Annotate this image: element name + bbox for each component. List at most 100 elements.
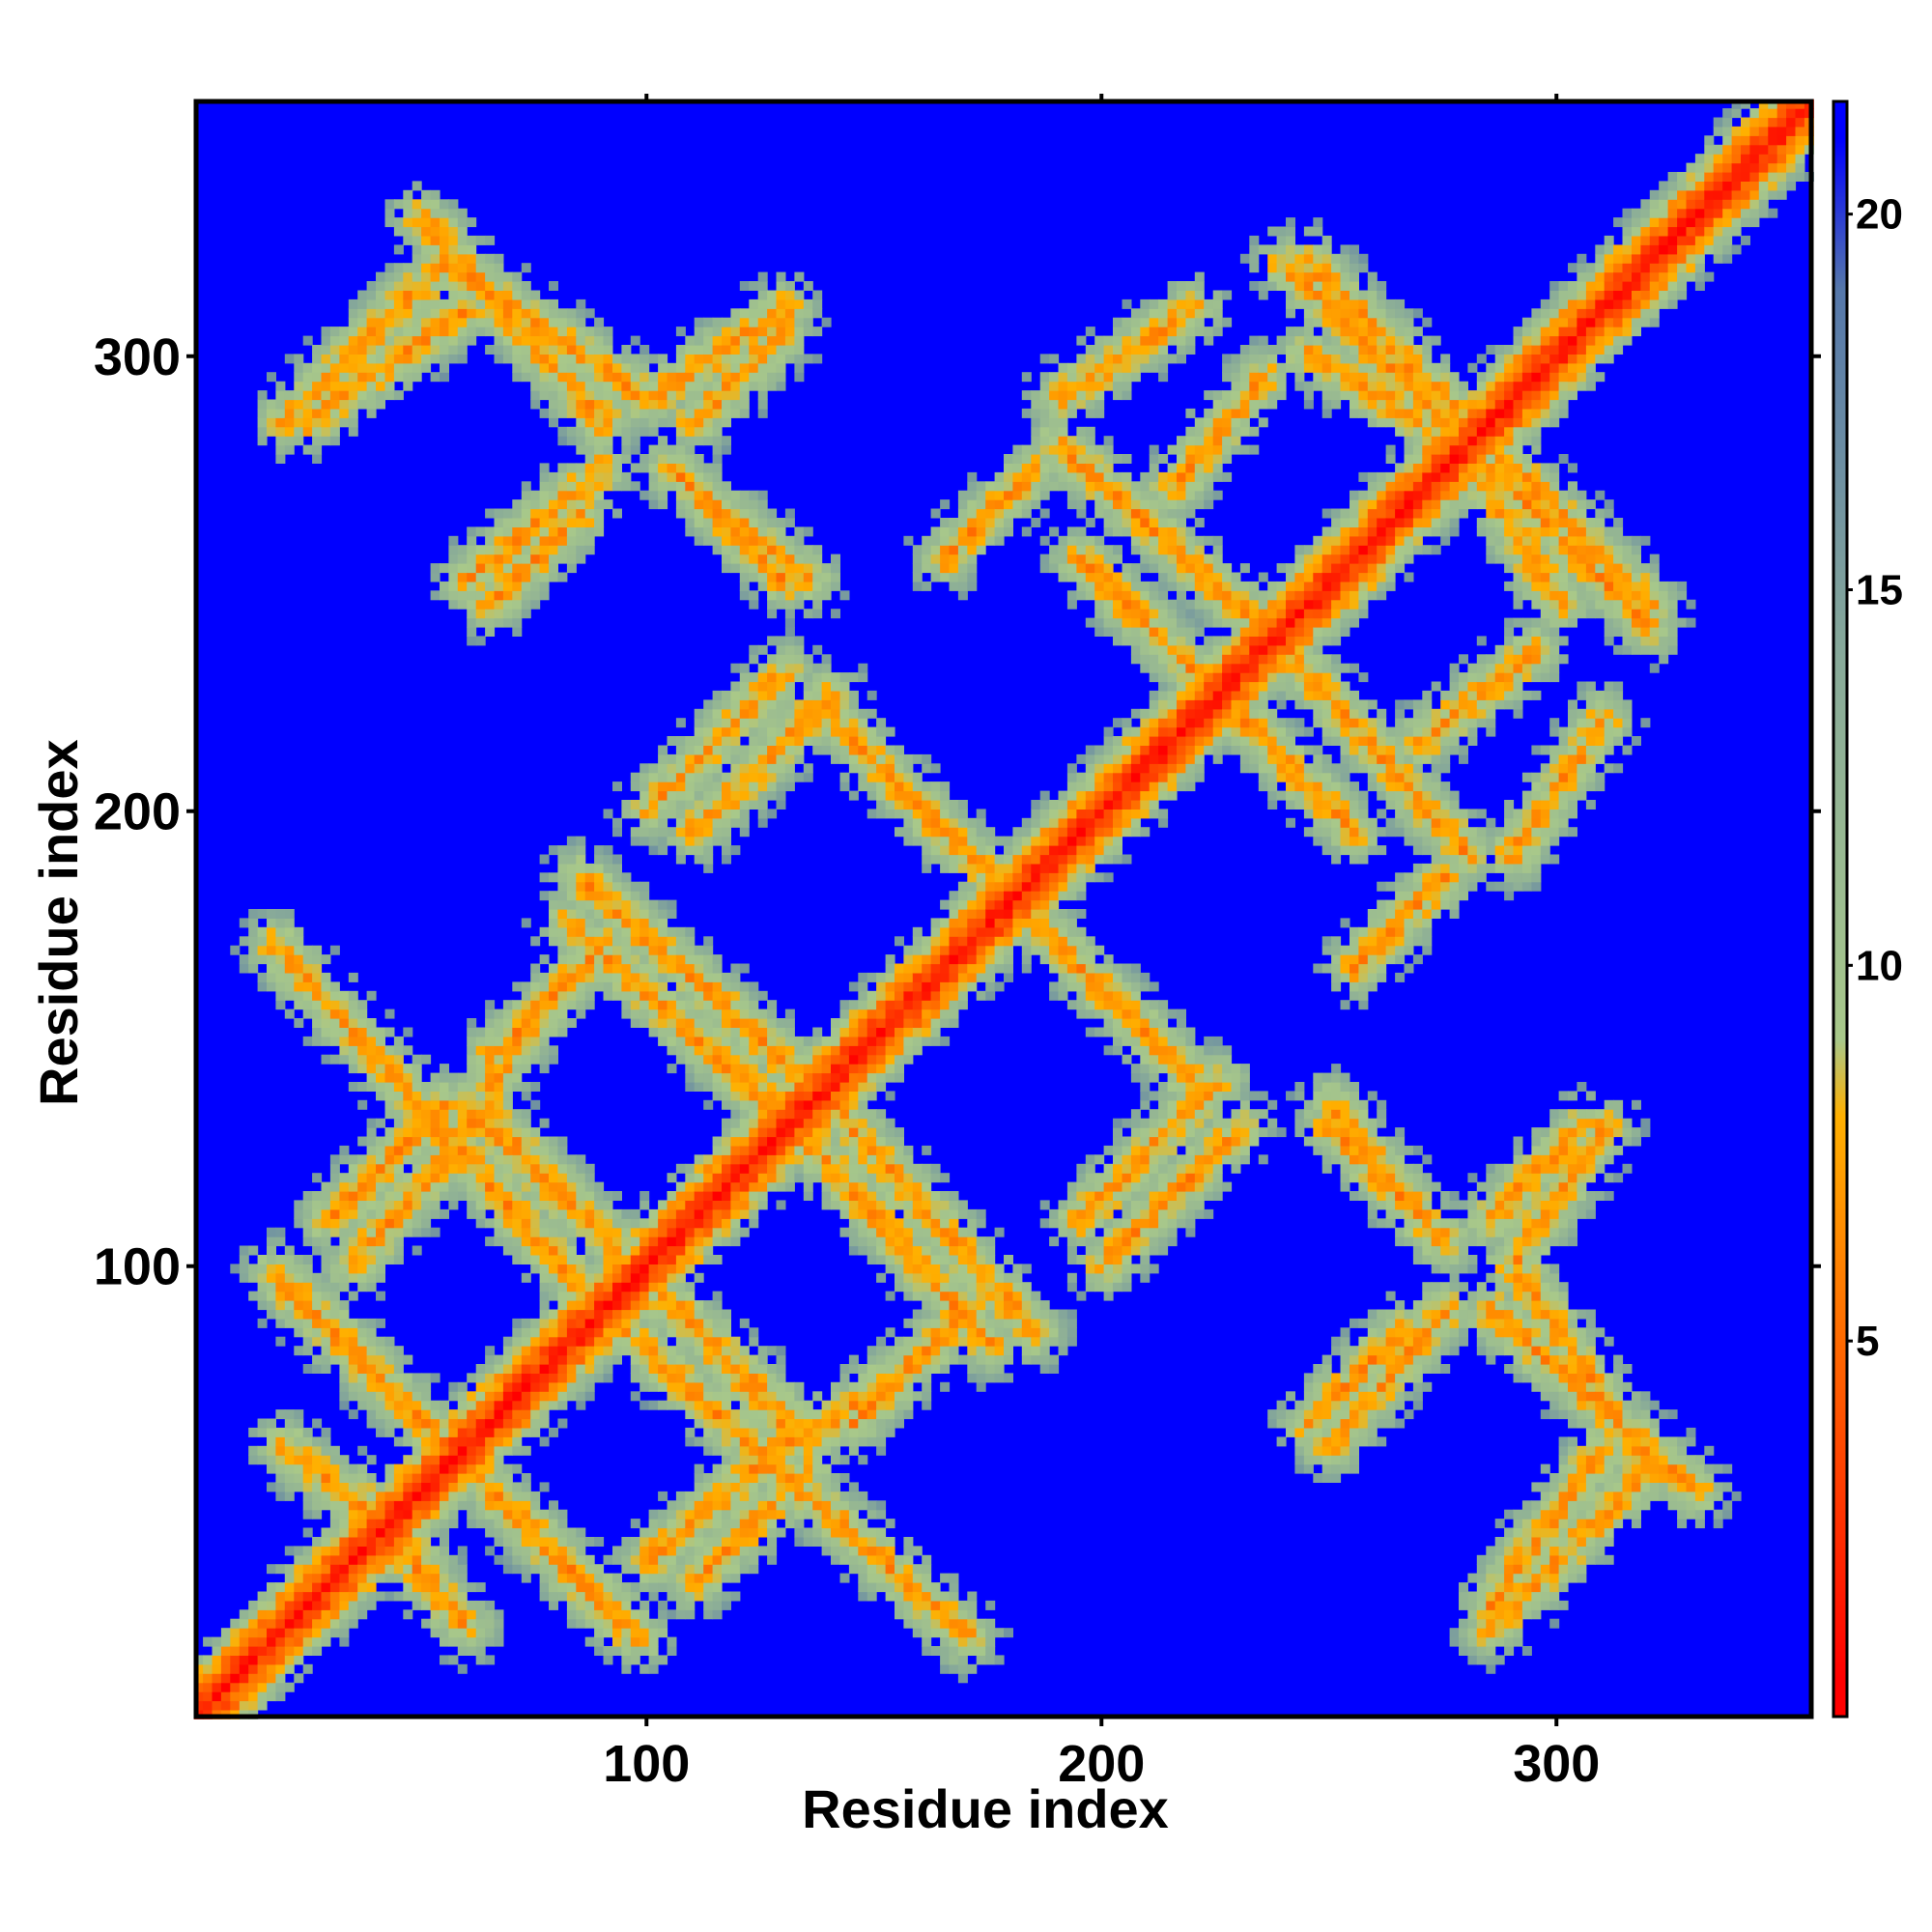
- heatmap-cell: [384, 1082, 395, 1092]
- heatmap-cell: [630, 1218, 640, 1229]
- heatmap-cell: [639, 1618, 650, 1629]
- heatmap-cell: [440, 271, 449, 282]
- heatmap-cell: [521, 1091, 531, 1101]
- heatmap-cell: [403, 1564, 413, 1575]
- heatmap-cell: [321, 1473, 331, 1483]
- heatmap-cell: [630, 417, 640, 428]
- heatmap-cell: [512, 1218, 523, 1229]
- heatmap-cell: [675, 1282, 686, 1293]
- heatmap-cell: [421, 327, 432, 337]
- heatmap-cell: [757, 271, 768, 282]
- heatmap-cell: [812, 1537, 823, 1547]
- heatmap-cell: [694, 1436, 704, 1447]
- heatmap-cell: [440, 1519, 449, 1529]
- heatmap-cell: [248, 1455, 259, 1465]
- heatmap-cell: [339, 1628, 350, 1638]
- heatmap-cell: [712, 790, 723, 801]
- heatmap-cell: [603, 1600, 613, 1610]
- heatmap-cell: [675, 1491, 686, 1501]
- heatmap-cell: [357, 1463, 368, 1474]
- heatmap-cell: [722, 1127, 731, 1138]
- heatmap-cell: [357, 1546, 368, 1556]
- heatmap-cell: [812, 1082, 823, 1092]
- heatmap-cell: [348, 1600, 358, 1610]
- heatmap-cell: [467, 1418, 477, 1429]
- heatmap-cell: [812, 726, 823, 737]
- heatmap-cell: [767, 590, 778, 601]
- heatmap-cell: [730, 354, 741, 364]
- heatmap-cell: [430, 290, 440, 300]
- heatmap-cell: [594, 1636, 605, 1647]
- heatmap-cell: [794, 1400, 805, 1410]
- heatmap-cell: [803, 1045, 813, 1056]
- heatmap-cell: [712, 1373, 723, 1383]
- heatmap-cell: [312, 1327, 323, 1338]
- heatmap-cell: [739, 535, 750, 546]
- heatmap-cell: [230, 1628, 241, 1638]
- heatmap-cell: [776, 308, 786, 319]
- heatmap-cell: [257, 1445, 268, 1456]
- heatmap-cell: [648, 981, 659, 992]
- heatmap-cell: [530, 1427, 541, 1437]
- heatmap-cell: [275, 1663, 286, 1674]
- heatmap-cell: [831, 1455, 840, 1465]
- heatmap-cell: [658, 1609, 668, 1620]
- heatmap-cell: [521, 1045, 531, 1056]
- heatmap-cell: [767, 1045, 778, 1056]
- heatmap-cell: [549, 499, 558, 510]
- heatmap-cell: [767, 736, 778, 746]
- heatmap-cell: [376, 1564, 385, 1575]
- heatmap-cell: [275, 1318, 286, 1328]
- heatmap-cell: [512, 1554, 523, 1565]
- heatmap-cell: [549, 1009, 558, 1019]
- heatmap-cell: [667, 1245, 677, 1256]
- heatmap-cell: [767, 563, 778, 574]
- heatmap-cell: [566, 854, 577, 865]
- heatmap-cell: [612, 1609, 622, 1620]
- heatmap-cell: [794, 1445, 805, 1456]
- heatmap-cell: [776, 781, 786, 792]
- heatmap-cell: [821, 1200, 832, 1210]
- heatmap-cell: [685, 1009, 696, 1019]
- heatmap-cell: [430, 345, 440, 355]
- heatmap-cell: [757, 1346, 768, 1356]
- heatmap-cell: [357, 1519, 368, 1529]
- heatmap-cell: [275, 1436, 286, 1447]
- heatmap-cell: [448, 1636, 459, 1647]
- heatmap-cell: [339, 417, 350, 428]
- heatmap-cell: [794, 581, 805, 591]
- heatmap-cell: [757, 1173, 768, 1183]
- heatmap-cell: [339, 362, 350, 373]
- heatmap-cell: [348, 1291, 358, 1301]
- heatmap-cell: [812, 1491, 823, 1501]
- heatmap-cell: [440, 244, 449, 255]
- heatmap-cell: [467, 1064, 477, 1074]
- heatmap-cell: [694, 763, 704, 774]
- heatmap-cell: [448, 535, 459, 546]
- heatmap-cell: [312, 408, 323, 418]
- heatmap-cell: [467, 1427, 477, 1437]
- heatmap-cell: [730, 1354, 741, 1365]
- heatmap-cell: [267, 926, 276, 937]
- heatmap-cell: [302, 1336, 313, 1347]
- heatmap-cell: [539, 1391, 550, 1402]
- heatmap-cell: [267, 1646, 276, 1656]
- heatmap-cell: [694, 526, 704, 537]
- heatmap-cell: [239, 954, 249, 965]
- heatmap-cell: [384, 1245, 395, 1256]
- heatmap-cell: [603, 954, 613, 965]
- heatmap-cell: [757, 335, 768, 346]
- heatmap-cell: [703, 781, 714, 792]
- heatmap-cell: [685, 1191, 696, 1201]
- heatmap-cell: [384, 1519, 395, 1529]
- heatmap-cell: [685, 1036, 696, 1046]
- heatmap-cell: [448, 1072, 459, 1083]
- heatmap-cell: [584, 891, 595, 901]
- heatmap-cell: [339, 1045, 350, 1056]
- heatmap-cell: [685, 1300, 696, 1311]
- heatmap-cell: [239, 936, 249, 947]
- heatmap-cell: [521, 1373, 531, 1383]
- heatmap-cell: [521, 1236, 531, 1247]
- heatmap-cell: [421, 208, 432, 218]
- heatmap-cell: [584, 1218, 595, 1229]
